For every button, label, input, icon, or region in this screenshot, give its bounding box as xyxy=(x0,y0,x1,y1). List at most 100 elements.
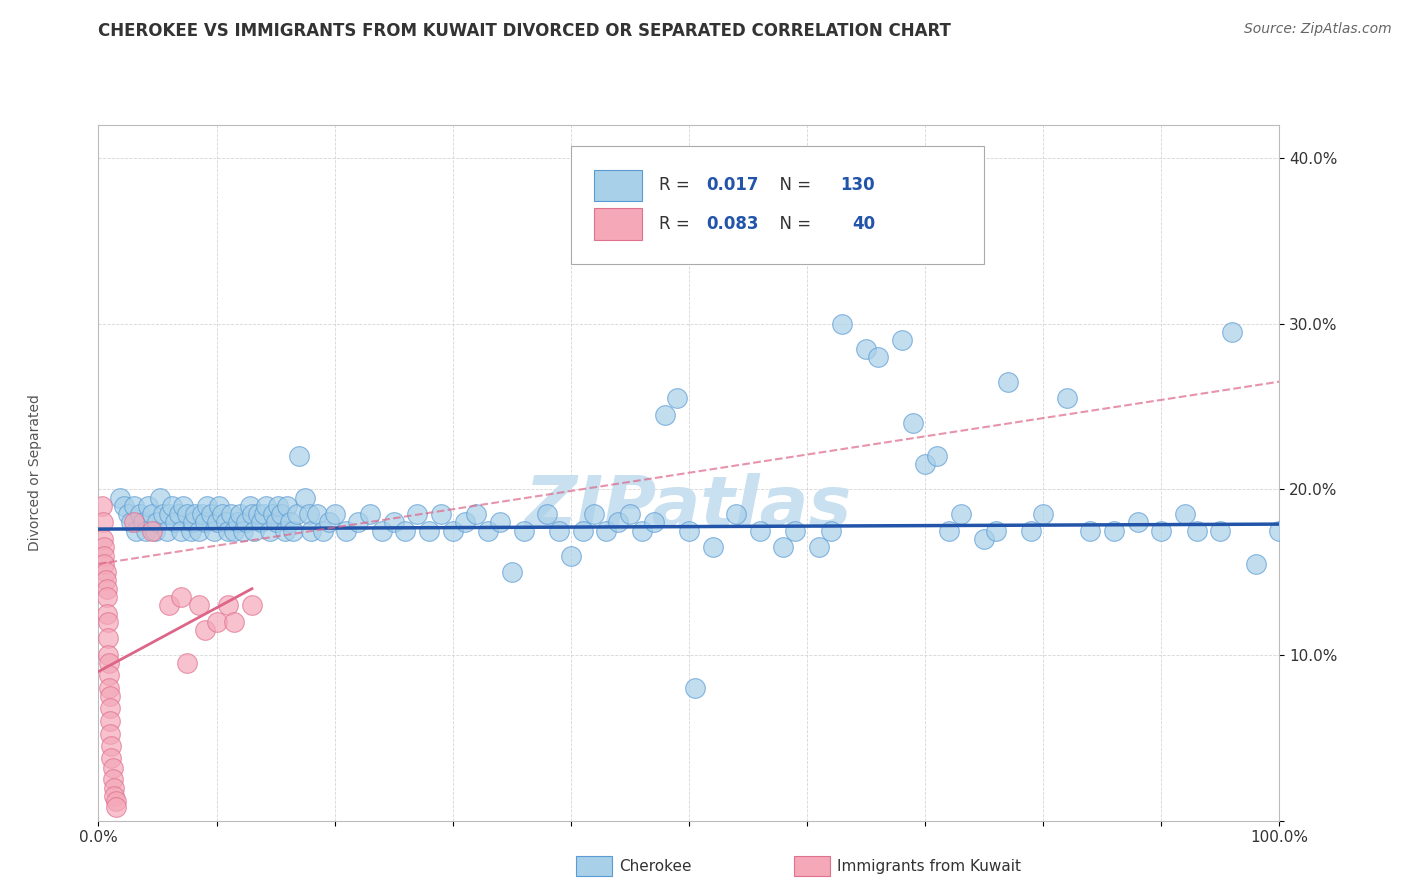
Point xyxy=(96,590,118,604)
Point xyxy=(938,524,960,538)
FancyBboxPatch shape xyxy=(571,145,984,264)
Point xyxy=(181,516,204,530)
Point xyxy=(359,507,381,521)
Point xyxy=(678,524,700,538)
Point xyxy=(141,524,163,538)
Point xyxy=(1056,391,1078,405)
Point xyxy=(259,524,281,538)
Point xyxy=(103,780,125,795)
Point xyxy=(914,458,936,472)
Point xyxy=(146,516,169,530)
Point xyxy=(274,524,297,538)
Point xyxy=(465,507,488,521)
Point xyxy=(143,524,166,538)
Point xyxy=(97,648,120,662)
Point xyxy=(246,507,269,521)
Text: Divorced or Separated: Divorced or Separated xyxy=(28,394,42,551)
Point xyxy=(231,524,253,538)
Point xyxy=(217,524,239,538)
Text: CHEROKEE VS IMMIGRANTS FROM KUWAIT DIVORCED OR SEPARATED CORRELATION CHART: CHEROKEE VS IMMIGRANTS FROM KUWAIT DIVOR… xyxy=(98,22,952,40)
Point xyxy=(180,524,202,538)
Point xyxy=(595,524,617,538)
Point xyxy=(117,507,139,521)
Point xyxy=(347,516,370,530)
Point xyxy=(205,615,228,629)
Point xyxy=(560,549,582,563)
Point xyxy=(772,541,794,555)
Point xyxy=(105,800,128,814)
Point xyxy=(997,375,1019,389)
Point xyxy=(101,772,124,787)
Point xyxy=(548,524,571,538)
Point xyxy=(112,499,135,513)
Point xyxy=(394,524,416,538)
Text: 0.017: 0.017 xyxy=(707,176,759,194)
Point xyxy=(184,507,207,521)
Point xyxy=(100,750,122,764)
Point xyxy=(536,507,558,521)
Text: R =: R = xyxy=(659,176,696,194)
Point xyxy=(630,524,652,538)
Point xyxy=(973,532,995,546)
Point xyxy=(276,499,298,513)
Point xyxy=(254,499,277,513)
Point xyxy=(235,516,257,530)
Point xyxy=(94,565,117,579)
Point xyxy=(93,557,115,571)
Point xyxy=(240,599,263,613)
Text: ZIPatlas: ZIPatlas xyxy=(526,473,852,542)
Point xyxy=(98,668,121,682)
Point xyxy=(93,549,115,563)
Point xyxy=(418,524,440,538)
Point xyxy=(239,499,262,513)
Point xyxy=(1080,524,1102,538)
Point xyxy=(152,507,174,521)
Point xyxy=(200,507,222,521)
Point xyxy=(97,632,120,646)
Point xyxy=(167,507,190,521)
Point xyxy=(141,507,163,521)
Point xyxy=(267,499,290,513)
Point xyxy=(170,524,193,538)
Point xyxy=(890,333,912,347)
Point xyxy=(305,507,328,521)
Point xyxy=(135,524,157,538)
Point xyxy=(191,507,214,521)
Point xyxy=(195,499,218,513)
Point xyxy=(160,499,183,513)
Point xyxy=(217,599,239,613)
Point xyxy=(288,449,311,463)
Point xyxy=(97,615,120,629)
Text: 130: 130 xyxy=(841,176,875,194)
Text: 40: 40 xyxy=(852,215,875,234)
Point xyxy=(984,524,1007,538)
Point xyxy=(165,516,187,530)
Point xyxy=(312,524,335,538)
Point xyxy=(98,714,121,729)
Point xyxy=(278,516,301,530)
Point xyxy=(157,599,180,613)
Point xyxy=(94,574,117,588)
Point xyxy=(683,681,706,695)
Point xyxy=(172,499,194,513)
Point xyxy=(949,507,972,521)
Point xyxy=(785,524,807,538)
Point xyxy=(215,516,238,530)
Text: N =: N = xyxy=(769,215,817,234)
Point xyxy=(571,524,593,538)
Point xyxy=(299,524,322,538)
Point xyxy=(1244,557,1267,571)
Point xyxy=(1174,507,1197,521)
Point xyxy=(157,507,180,521)
Point xyxy=(430,507,453,521)
Point xyxy=(108,491,131,505)
Point xyxy=(187,524,209,538)
Point xyxy=(194,623,217,637)
Point xyxy=(91,532,114,546)
Point xyxy=(98,690,121,704)
Point xyxy=(105,794,128,808)
Point xyxy=(187,599,209,613)
Text: R =: R = xyxy=(659,215,696,234)
Point xyxy=(149,491,172,505)
Point xyxy=(453,516,475,530)
